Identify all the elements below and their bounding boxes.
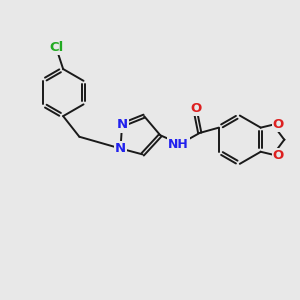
Text: O: O: [273, 149, 284, 162]
Text: Cl: Cl: [50, 41, 64, 54]
Text: N: N: [116, 118, 128, 131]
Text: N: N: [115, 142, 126, 155]
Text: O: O: [273, 118, 284, 130]
Text: O: O: [190, 102, 202, 115]
Text: NH: NH: [168, 138, 189, 151]
